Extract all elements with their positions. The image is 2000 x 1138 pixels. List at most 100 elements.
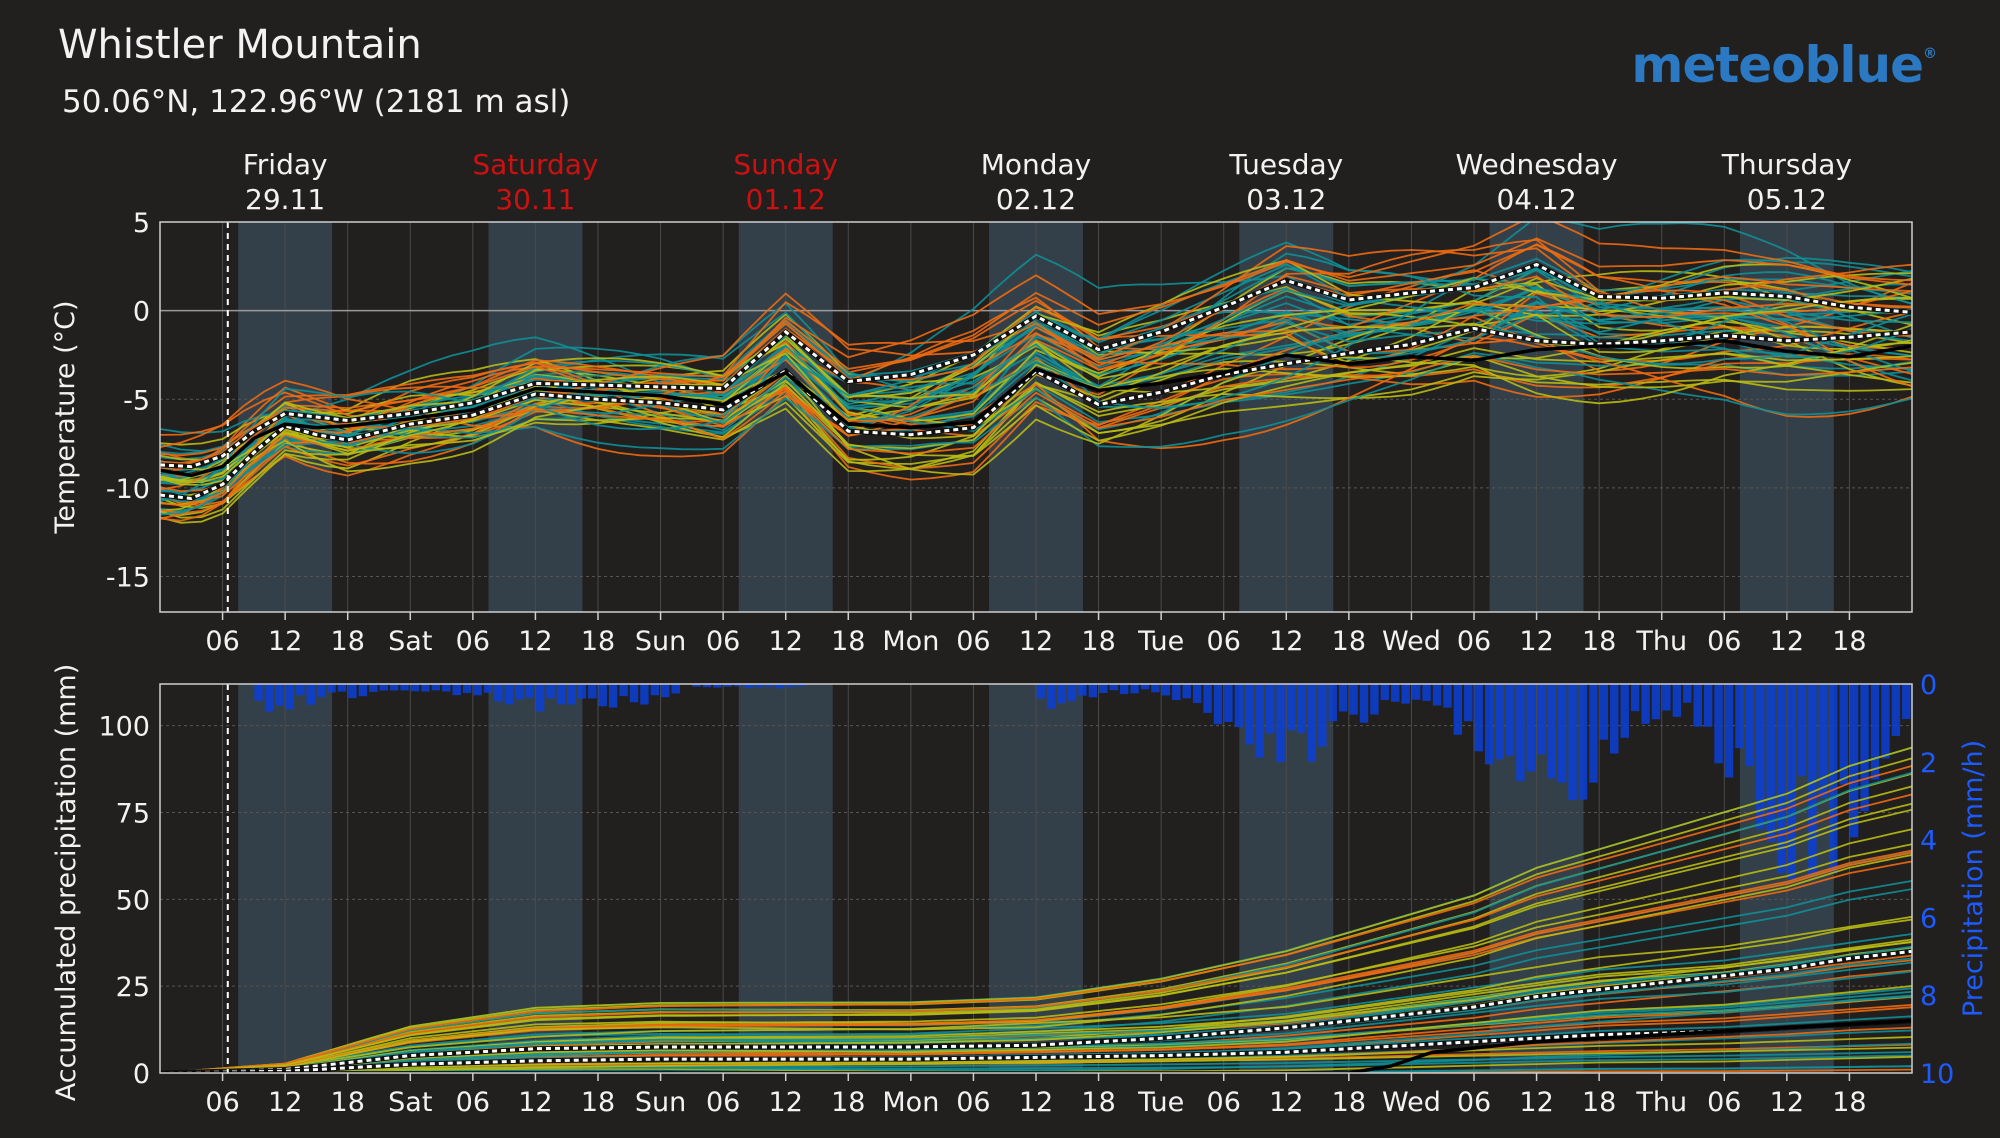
precip-bar [1276, 684, 1285, 763]
y-tick-label: 0 [133, 297, 150, 328]
precip-bar [1787, 684, 1796, 880]
day-header-date: 30.11 [495, 183, 575, 216]
x-tick-label: 18 [581, 1087, 615, 1118]
x-tick-label: 12 [1269, 1087, 1303, 1118]
precip-bar [1307, 684, 1317, 762]
x-tick-label: 18 [1332, 1087, 1366, 1118]
precip-bar [462, 684, 472, 693]
precip-bar [1568, 684, 1577, 801]
x-tick-label: Sat [388, 626, 432, 657]
precip-bar [1192, 684, 1202, 704]
ensemble-member-line [160, 274, 1912, 457]
precip-bar [1505, 684, 1515, 756]
precip-bar [640, 684, 649, 705]
precip-bar [1902, 684, 1911, 720]
precip-bar [786, 684, 795, 688]
precip-bar [1130, 684, 1139, 694]
precip-bar [1641, 684, 1650, 724]
ensemble-member-line [160, 948, 1912, 1073]
precip-bar [1370, 684, 1379, 715]
precip-bar [1234, 684, 1244, 728]
precip-bar [1286, 684, 1296, 731]
precip-bar [1610, 684, 1619, 754]
x-tick-label: 18 [331, 626, 365, 657]
plot-area [160, 684, 1912, 1073]
precip-bar [1151, 684, 1160, 693]
precip-bar [400, 684, 409, 691]
precip-bar [515, 684, 524, 700]
day-header-name: Sunday [733, 148, 838, 181]
precip-bar [1349, 684, 1358, 715]
precip-bar [765, 684, 774, 687]
precip-bar [598, 684, 607, 707]
day-header-date: 05.12 [1747, 183, 1827, 216]
x-tick-label: Mon [882, 626, 939, 657]
temperature-axis-label: Temperature (°C) [50, 300, 81, 534]
x-tick-label: 06 [1207, 1087, 1241, 1118]
precip-bar [1401, 684, 1410, 704]
y-tick-label: 100 [98, 712, 150, 743]
x-tick-label: 18 [831, 1087, 865, 1118]
precip-bar [567, 684, 576, 705]
precip-bar [1067, 684, 1077, 702]
ensemble-member-line [160, 746, 1912, 1073]
meteoblue-logo[interactable]: meteoblue® [1631, 36, 1937, 94]
precip-bar [1359, 684, 1369, 723]
day-header-date: 01.12 [746, 183, 826, 216]
precip-bar [1297, 684, 1306, 733]
precip-bar-group [254, 684, 1911, 880]
x-tick-label: 06 [1707, 626, 1741, 657]
x-tick-label: 06 [205, 1087, 239, 1118]
precip-bar [1683, 684, 1692, 703]
precip-bar [421, 684, 430, 692]
x-tick-label: 18 [1832, 626, 1866, 657]
precip-bar [661, 684, 670, 698]
precip-bar [1140, 684, 1150, 690]
x-tick-label: 12 [518, 626, 552, 657]
precip-bar [389, 684, 399, 691]
precip-bar [1391, 684, 1400, 702]
x-tick-label: Wed [1382, 626, 1441, 657]
x-tick-label: 06 [456, 1087, 490, 1118]
precip-bar [1172, 684, 1181, 701]
ensemble-member-line [160, 237, 1912, 464]
precip-bar [358, 684, 368, 697]
x-tick-label: 12 [1519, 626, 1553, 657]
x-tick-label: 06 [706, 1087, 740, 1118]
precip-bar [1328, 684, 1337, 722]
precip-bar [1662, 684, 1671, 711]
precip-bar [525, 684, 534, 698]
precip-bar [369, 684, 378, 692]
day-header-date: 02.12 [996, 183, 1076, 216]
x-tick-label: 12 [268, 1087, 302, 1118]
precip-bar [431, 684, 441, 691]
day-header-date: 03.12 [1246, 183, 1326, 216]
precip-bar [1776, 684, 1786, 873]
precip-bar [442, 684, 451, 692]
x-tick-label: 12 [1269, 626, 1303, 657]
precip-bar [327, 684, 336, 693]
precip-bar [1088, 684, 1098, 698]
precip-bar [1693, 684, 1702, 727]
day-header-name: Wednesday [1456, 148, 1618, 181]
y-tick-label: 75 [116, 799, 150, 830]
accumulated-precip-axis-label: Accumulated precipitation (mm) [51, 664, 82, 1102]
ensemble-member-line [160, 808, 1912, 1073]
precip-bar [619, 684, 628, 697]
precip-bar [1870, 684, 1880, 780]
precip-bar [410, 684, 420, 692]
precip-bar [629, 684, 639, 703]
precip-bar [1495, 684, 1504, 760]
precip-bar [1745, 684, 1755, 767]
x-tick-label: 18 [1081, 1087, 1115, 1118]
precip-bar [1526, 684, 1536, 772]
median-line [160, 326, 1912, 501]
ensemble-member-line [160, 854, 1912, 1073]
precip-bar [1766, 684, 1775, 842]
precip-bar [1411, 684, 1421, 700]
x-tick-label: 12 [1019, 626, 1053, 657]
precip-rate-tick-label: 2 [1920, 748, 1937, 779]
location-coordinates: 50.06°N, 122.96°W (2181 m asl) [62, 84, 571, 120]
